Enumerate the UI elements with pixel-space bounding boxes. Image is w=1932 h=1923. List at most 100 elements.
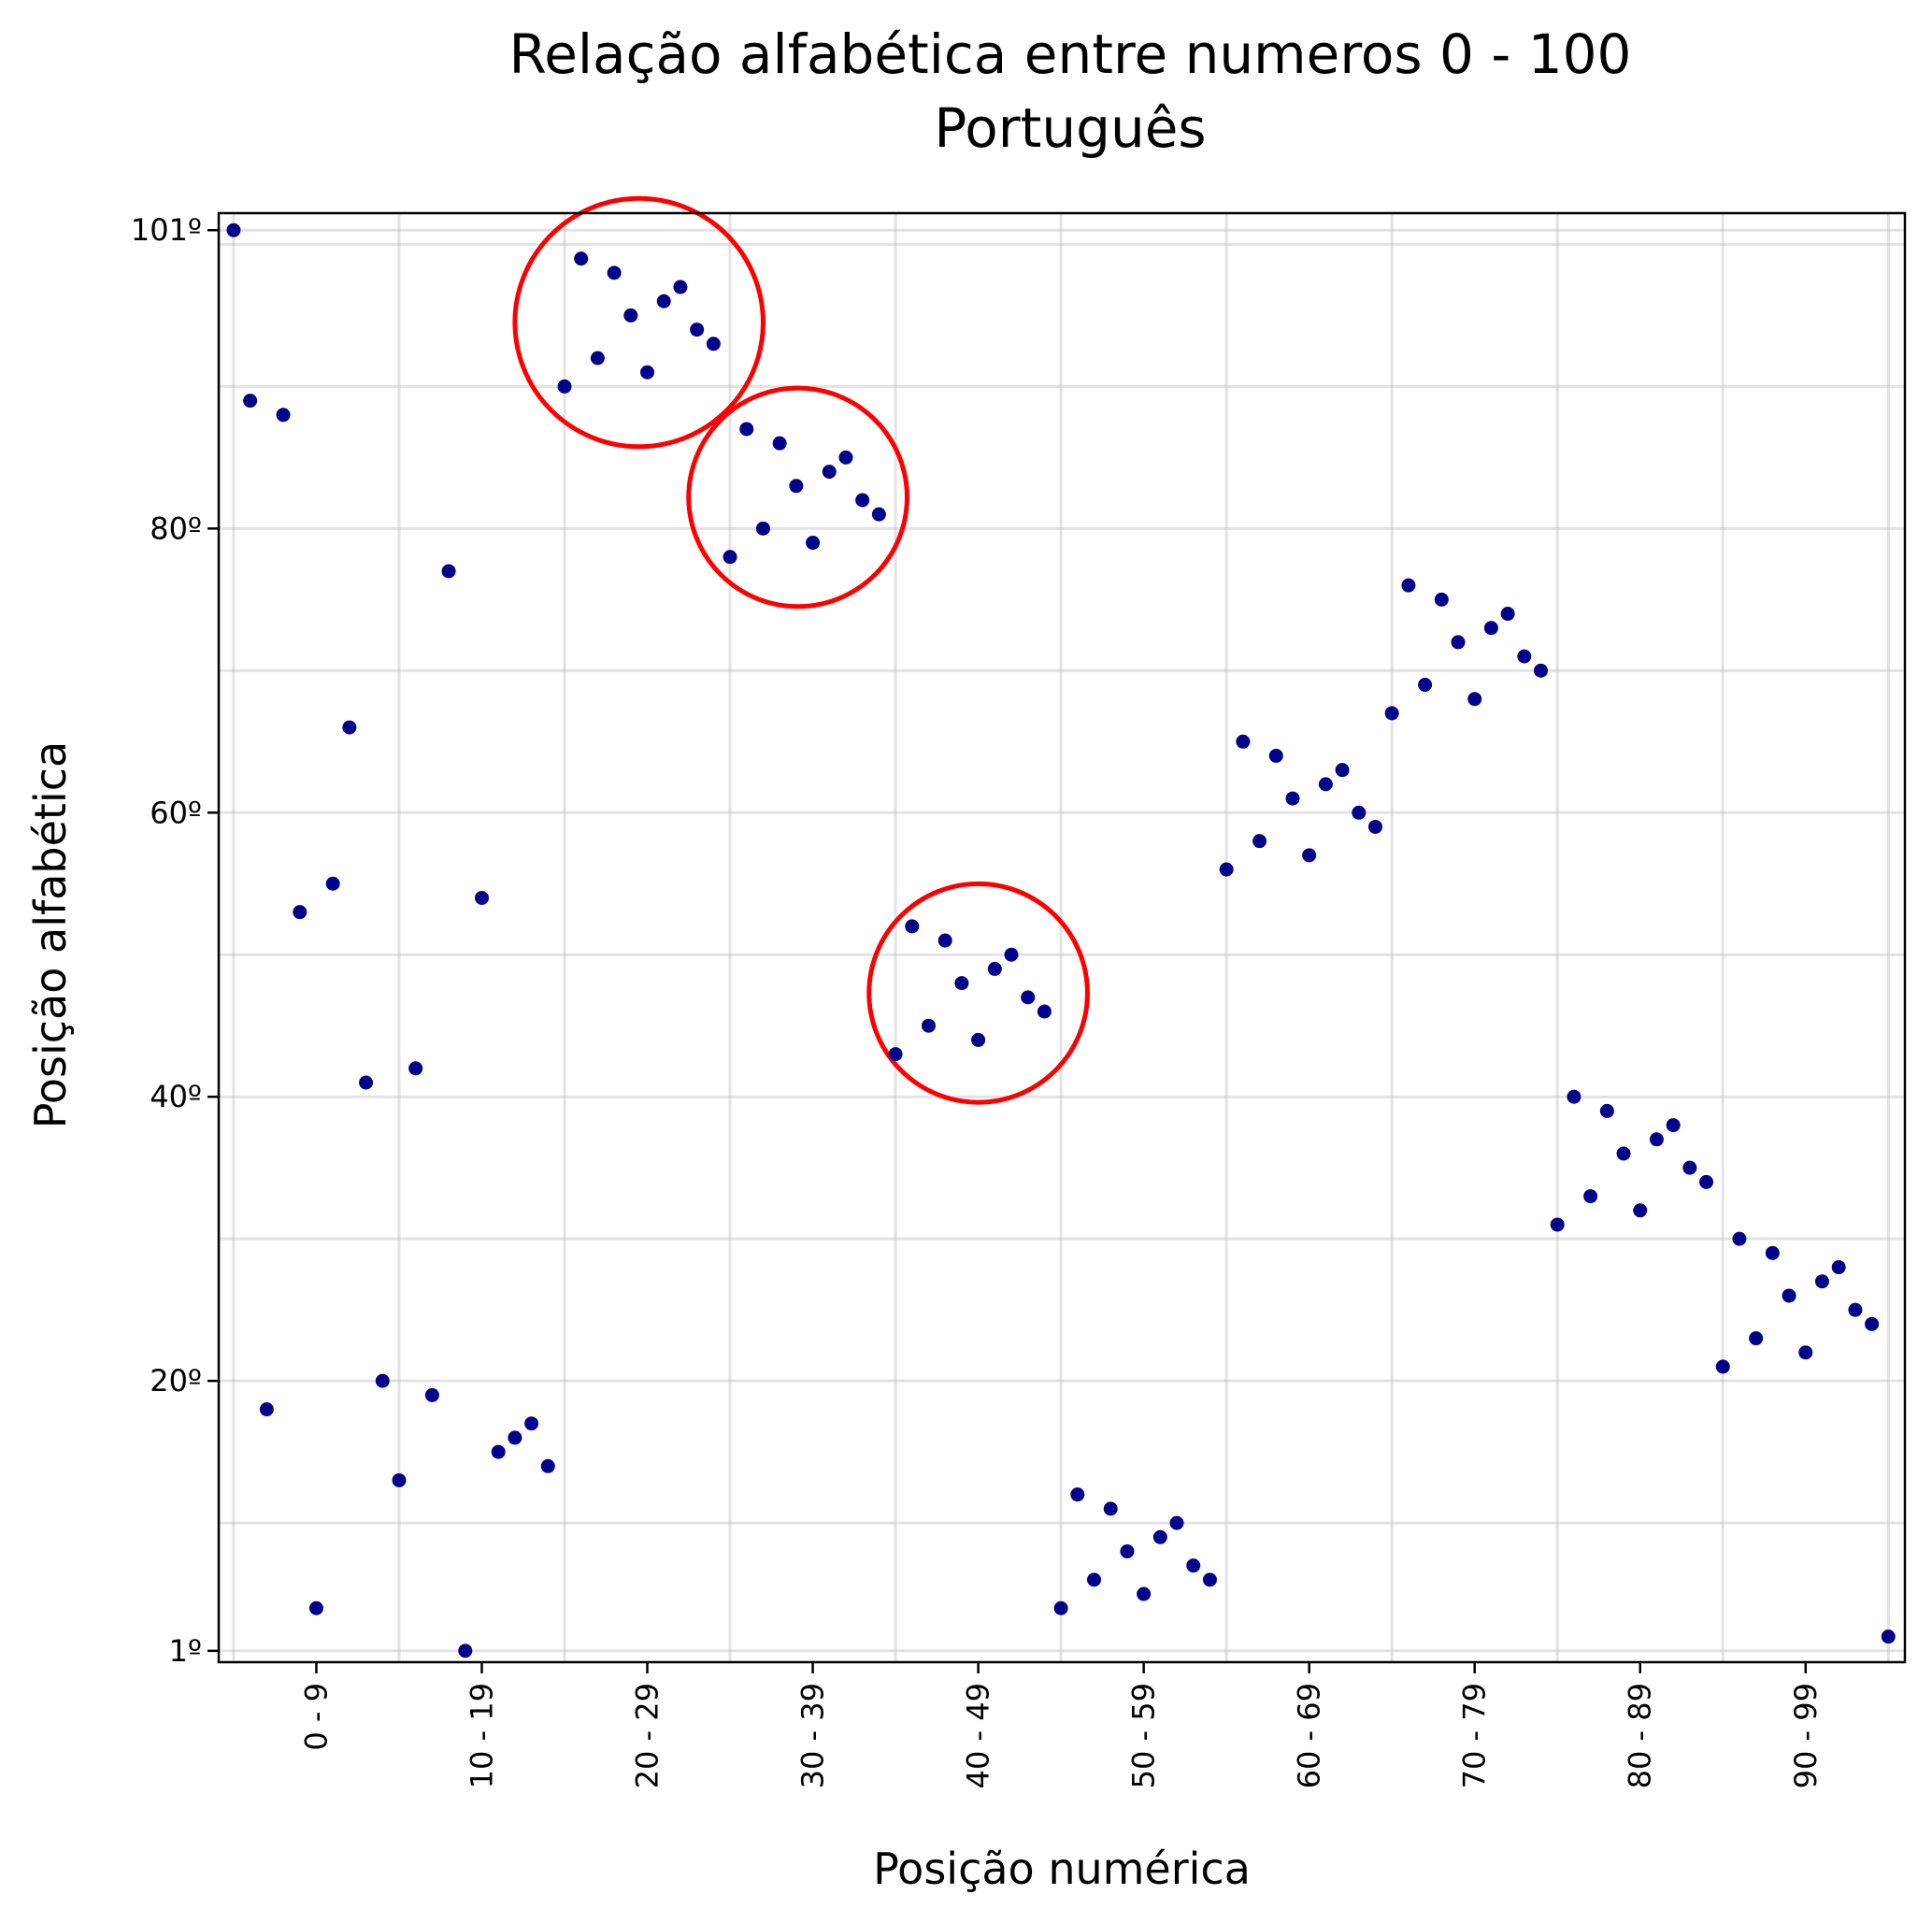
- data-point: [607, 265, 622, 280]
- data-point: [1567, 1089, 1581, 1104]
- data-point: [1434, 592, 1449, 607]
- data-point: [540, 1458, 555, 1473]
- data-point: [937, 933, 952, 948]
- data-point: [623, 308, 638, 323]
- data-point: [1384, 706, 1399, 721]
- data-point: [1202, 1572, 1217, 1587]
- data-point: [408, 1061, 423, 1076]
- data-point: [673, 280, 688, 294]
- data-point: [226, 222, 241, 237]
- data-point: [1865, 1316, 1880, 1331]
- data-point: [508, 1430, 522, 1445]
- data-point: [1633, 1203, 1648, 1218]
- data-point: [954, 976, 969, 991]
- data-point: [375, 1373, 390, 1388]
- highlight-circle: [866, 881, 1090, 1105]
- data-point: [557, 379, 572, 394]
- data-point: [1004, 947, 1019, 962]
- data-point: [855, 493, 870, 508]
- data-point: [259, 1402, 274, 1417]
- data-point: [1169, 1515, 1184, 1530]
- data-point: [1021, 990, 1036, 1005]
- data-point: [1881, 1629, 1896, 1644]
- data-point: [1302, 848, 1317, 863]
- highlight-circles: [512, 195, 1090, 1105]
- x-tick-label: 10 - 19: [464, 1683, 499, 1788]
- y-axis-ticks: 1º 20º 40º 60º 80º 101º: [131, 212, 219, 1669]
- y-axis-label: Posição alfabética: [25, 741, 76, 1128]
- data-point: [1483, 621, 1498, 636]
- data-point: [1599, 1103, 1614, 1118]
- x-tick-label: 70 - 79: [1457, 1683, 1493, 1788]
- x-tick-label: 90 - 99: [1788, 1683, 1824, 1788]
- data-point: [656, 294, 671, 309]
- data-point: [1418, 678, 1433, 693]
- data-point: [441, 564, 456, 579]
- data-point: [1467, 692, 1482, 707]
- plot-frame: [217, 211, 1907, 1664]
- data-point: [424, 1387, 439, 1402]
- data-point: [1517, 649, 1532, 664]
- data-point: [1848, 1302, 1863, 1317]
- data-point: [1401, 578, 1416, 593]
- data-point: [392, 1472, 407, 1487]
- data-point: [1236, 734, 1251, 749]
- data-point: [822, 465, 837, 480]
- data-point: [1335, 763, 1350, 778]
- chart-title: Relação alfabética entre numeros 0 - 100: [509, 22, 1632, 86]
- x-tick-label: 50 - 59: [1126, 1683, 1162, 1788]
- y-tick-label: 20º: [150, 1363, 202, 1399]
- data-point: [905, 919, 920, 934]
- data-point: [474, 890, 489, 905]
- data-point: [1500, 607, 1515, 622]
- data-point: [1814, 1274, 1829, 1289]
- x-tick-label: 0 - 9: [298, 1683, 334, 1751]
- data-point: [1037, 1004, 1052, 1019]
- x-tick-label: 80 - 89: [1623, 1683, 1658, 1788]
- data-point: [293, 905, 308, 920]
- data-point: [1070, 1487, 1085, 1502]
- data-point: [1318, 777, 1333, 792]
- data-point: [1451, 635, 1466, 650]
- x-tick-label: 20 - 29: [630, 1683, 665, 1788]
- data-point: [690, 323, 705, 337]
- data-point: [308, 1600, 323, 1615]
- x-axis-ticks: 0 - 9 10 - 19 20 - 29 30 - 39 40 - 49 50 - 59…: [298, 1662, 1824, 1788]
- data-point: [1152, 1529, 1167, 1544]
- data-point: [1666, 1118, 1681, 1133]
- x-tick-label: 40 - 49: [961, 1683, 996, 1788]
- data-point: [458, 1643, 473, 1658]
- data-point: [1252, 834, 1267, 849]
- data-point: [1367, 819, 1382, 834]
- data-point: [1285, 791, 1300, 806]
- data-point: [1798, 1345, 1813, 1360]
- data-point: [640, 365, 655, 380]
- data-point: [574, 251, 589, 266]
- data-point: [1087, 1572, 1102, 1587]
- data-point: [1534, 663, 1549, 678]
- x-tick-label: 60 - 69: [1292, 1683, 1327, 1788]
- data-point: [1583, 1189, 1598, 1204]
- data-point: [1137, 1586, 1152, 1601]
- data-point: [789, 479, 804, 494]
- data-point: [1053, 1600, 1068, 1615]
- highlight-circle: [686, 385, 909, 610]
- data-point: [772, 436, 787, 451]
- data-point: [888, 1047, 903, 1062]
- highlight-circle: [512, 195, 766, 450]
- data-point: [755, 521, 770, 536]
- data-point: [1831, 1260, 1846, 1275]
- data-point: [1186, 1558, 1201, 1573]
- data-point: [1649, 1132, 1664, 1147]
- data-point: [276, 408, 291, 423]
- data-point: [1550, 1217, 1565, 1232]
- data-point: [1352, 805, 1367, 820]
- data-point: [1782, 1288, 1796, 1303]
- data-point: [723, 550, 737, 565]
- data-point: [1268, 748, 1283, 763]
- data-point: [838, 450, 853, 465]
- data-point: [739, 422, 754, 437]
- data-point: [871, 507, 886, 522]
- data-point: [1682, 1160, 1697, 1175]
